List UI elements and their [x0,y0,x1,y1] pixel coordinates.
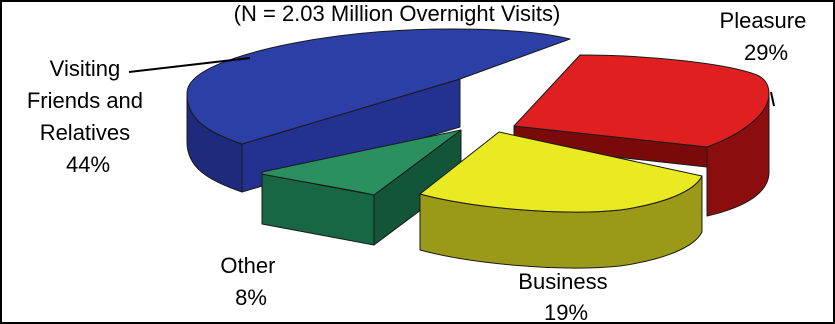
label-business: Business 19% [518,269,613,322]
label-visiting-line-3: Relatives [40,120,130,145]
leader-line-visiting-friends-relatives [128,57,251,73]
value-pleasure: 29% [744,40,788,65]
label-visiting-line-1: Visiting [50,56,121,81]
label-pleasure: Pleasure 29% [720,8,813,65]
pie-slice-visiting-friends-relatives [186,28,571,193]
label-business-name: Business [518,269,607,294]
label-other-name: Other [220,253,275,278]
value-other: 8% [235,285,267,310]
value-business: 19% [544,300,588,322]
pie-slice-other [261,129,462,246]
label-visiting-line-2: Friends and [27,88,143,113]
chart-title: (N = 2.03 Million Overnight Visits) [234,2,561,26]
label-pleasure-name: Pleasure [720,8,807,33]
value-visiting-friends-relatives: 44% [66,152,110,177]
pie-slice-pleasure [513,54,770,217]
label-other: Other 8% [220,253,281,310]
label-visiting-friends-relatives: Visiting Friends and Relatives 44% [27,56,149,177]
leader-line-pleasure [770,91,775,107]
pie-slice-business [419,131,703,269]
